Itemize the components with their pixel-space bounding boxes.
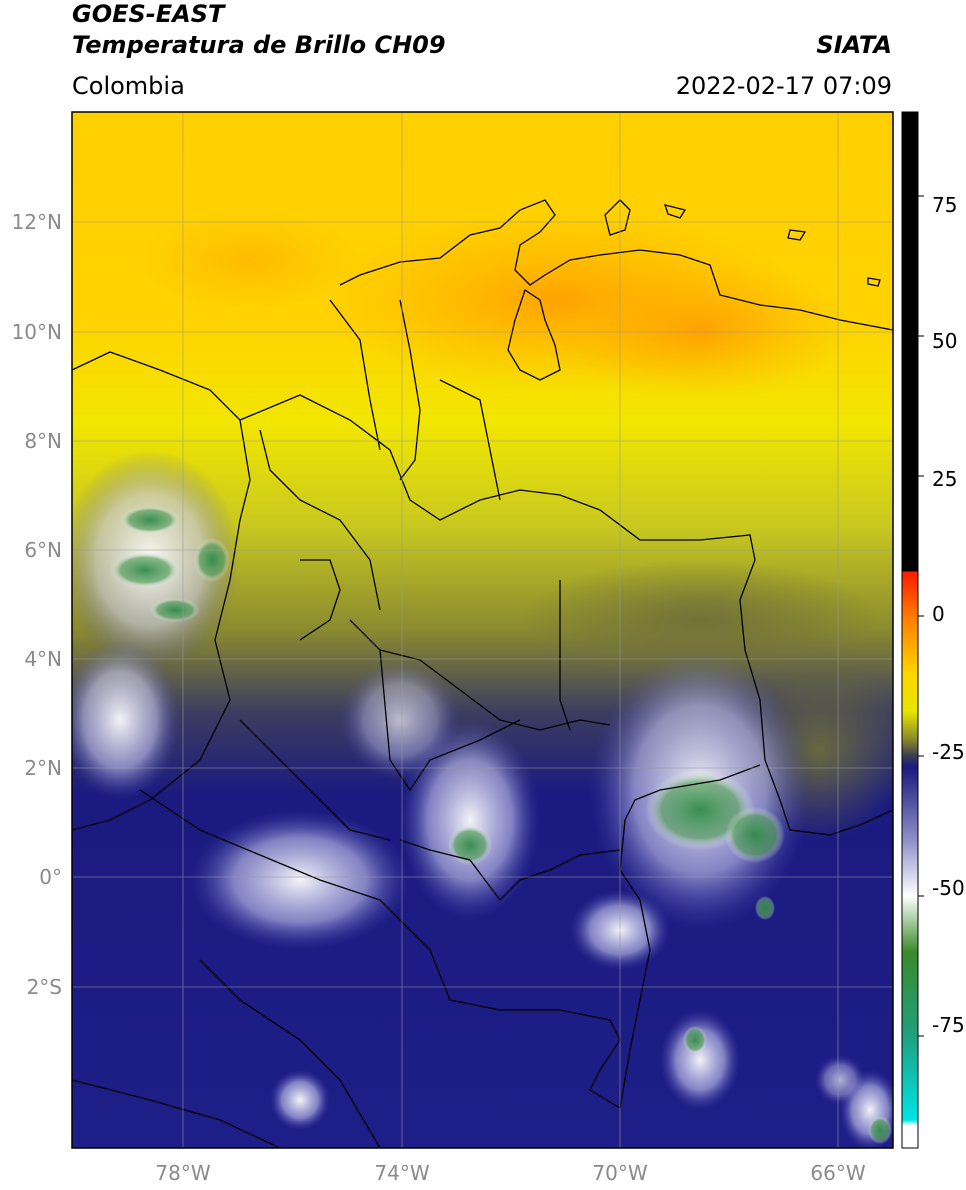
graticule (72, 112, 893, 1148)
mid-level-olive-region (520, 560, 880, 680)
map-frame (71, 111, 894, 1149)
lat-label: 0° (39, 865, 62, 889)
colorbar: 75 50 25 0 -25 -50 -75 (901, 111, 965, 1149)
datetime-label: 2022-02-17 07:09 (675, 72, 892, 100)
colorbar-tick-label: -25 (932, 740, 965, 764)
lat-label: 4°N (24, 647, 62, 671)
source-label: SIATA (816, 31, 892, 59)
colorbar-frame (901, 111, 919, 1149)
lat-label: 2°N (24, 756, 62, 780)
warm-orange-region (140, 210, 360, 310)
lat-label: 10°N (12, 320, 62, 344)
lat-label: 6°N (24, 538, 62, 562)
colorbar-tick-label: 25 (932, 467, 957, 491)
deep-convection-green-cores (110, 506, 892, 1144)
lat-label: 8°N (24, 429, 62, 453)
colorbar-tick-label: 0 (932, 602, 945, 626)
country-borders (72, 199, 893, 1148)
longitude-labels: 78°W 74°W 70°W 66°W (155, 1161, 865, 1185)
latitude-labels: 12°N 10°N 8°N 6°N 4°N 2°N 0° 2°S (12, 210, 62, 999)
warm-orange-region (550, 260, 850, 400)
colorbar-gradient (902, 112, 918, 1148)
product-title: Temperatura de Brillo CH09 (72, 31, 446, 59)
lon-label: 78°W (155, 1161, 210, 1185)
lon-label: 74°W (374, 1161, 429, 1185)
region-label: Colombia (72, 72, 185, 100)
lat-label: 2°S (27, 975, 62, 999)
lon-label: 70°W (592, 1161, 647, 1185)
colorbar-tick-label: -50 (932, 876, 965, 900)
colorbar-tick-label: 75 (932, 193, 957, 217)
satellite-title: GOES-EAST (72, 0, 225, 28)
colorbar-tick-label: -75 (932, 1013, 965, 1037)
lat-label: 12°N (12, 210, 62, 234)
lon-label: 66°W (810, 1161, 865, 1185)
brightness-temperature-field (72, 112, 893, 1148)
colorbar-tick-label: 50 (932, 329, 957, 353)
